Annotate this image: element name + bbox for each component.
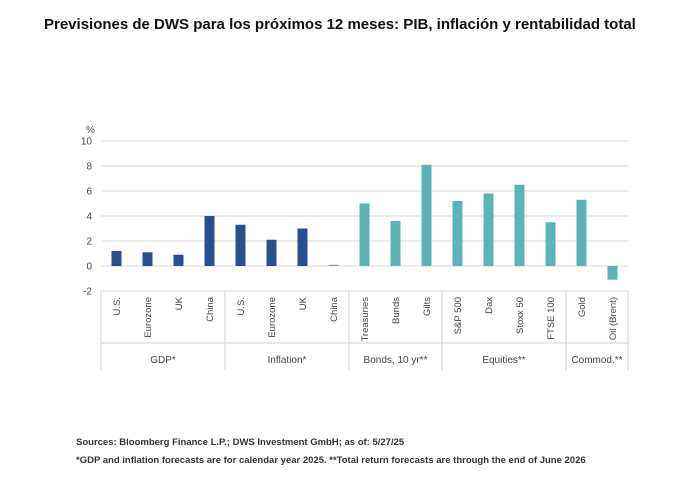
bar-chart: -2 0 2 4 6 8 10% U.S. Eurozone UK China U.S. Eurozo… <box>81 125 629 370</box>
group-label: Bonds, 10 yr** <box>364 355 428 366</box>
y-tick-label: 0 <box>86 262 92 273</box>
x-tick-label: Eurozone <box>143 297 154 338</box>
x-tick-label: China <box>205 296 216 322</box>
x-tick-label: Bunds <box>391 297 402 324</box>
y-axis: -2 0 2 4 6 8 10% <box>81 125 95 298</box>
x-tick-label: U.S. <box>236 297 247 315</box>
bar <box>390 221 401 266</box>
x-tick-label: Dax <box>484 297 495 314</box>
group-axis: GDP* Inflation* Bonds, 10 yr** Equities** Co… <box>100 291 629 370</box>
bar <box>359 203 370 266</box>
x-tick-label: U.S. <box>112 297 123 315</box>
footnote: *GDP and inflation forecasts are for cal… <box>76 455 586 466</box>
group-label: Commod.** <box>571 355 622 366</box>
y-tick-label: 2 <box>86 237 92 248</box>
bar <box>297 228 308 266</box>
x-tick-label: China <box>329 296 340 322</box>
x-axis: U.S. Eurozone UK China U.S. Eurozone UK China Tr… <box>112 296 619 341</box>
y-tick-label: 6 <box>86 187 92 198</box>
x-tick-label: Oil (Brent) <box>608 297 619 340</box>
bar <box>142 252 153 266</box>
y-tick-label: 10 <box>81 137 93 148</box>
x-tick-label: Gilts <box>422 297 433 316</box>
y-tick-label: 8 <box>86 162 92 173</box>
bars <box>111 164 618 280</box>
y-tick-label: -2 <box>83 287 92 298</box>
x-tick-label: Gold <box>577 297 588 317</box>
chart-title: Previsiones de DWS para los próximos 12 … <box>44 16 636 33</box>
bar <box>173 254 184 266</box>
bar <box>514 184 525 266</box>
x-tick-label: UK <box>298 296 309 310</box>
bar <box>576 199 587 266</box>
bar <box>204 216 215 266</box>
bar <box>452 201 463 266</box>
x-tick-label: S&P 500 <box>453 297 464 334</box>
group-label: Equities** <box>482 355 525 366</box>
group-label: Inflation* <box>268 355 307 366</box>
y-tick-label: 4 <box>86 212 92 223</box>
group-label: GDP* <box>150 355 176 366</box>
x-tick-label: UK <box>174 296 185 310</box>
bar <box>111 251 122 266</box>
bar <box>421 164 432 266</box>
x-tick-label: Stoxx 50 <box>515 297 526 334</box>
bar <box>545 222 556 266</box>
bar <box>235 224 246 266</box>
sources-note: Sources: Bloomberg Finance L.P.; DWS Inv… <box>76 437 405 448</box>
bar <box>328 264 339 266</box>
bar <box>266 239 277 266</box>
y-axis-unit: % <box>86 125 95 136</box>
x-tick-label: Eurozone <box>267 297 278 338</box>
x-tick-label: Treasuries <box>360 297 371 342</box>
bar <box>607 266 618 280</box>
bar <box>483 193 494 266</box>
x-tick-label: FTSE 100 <box>546 297 557 340</box>
